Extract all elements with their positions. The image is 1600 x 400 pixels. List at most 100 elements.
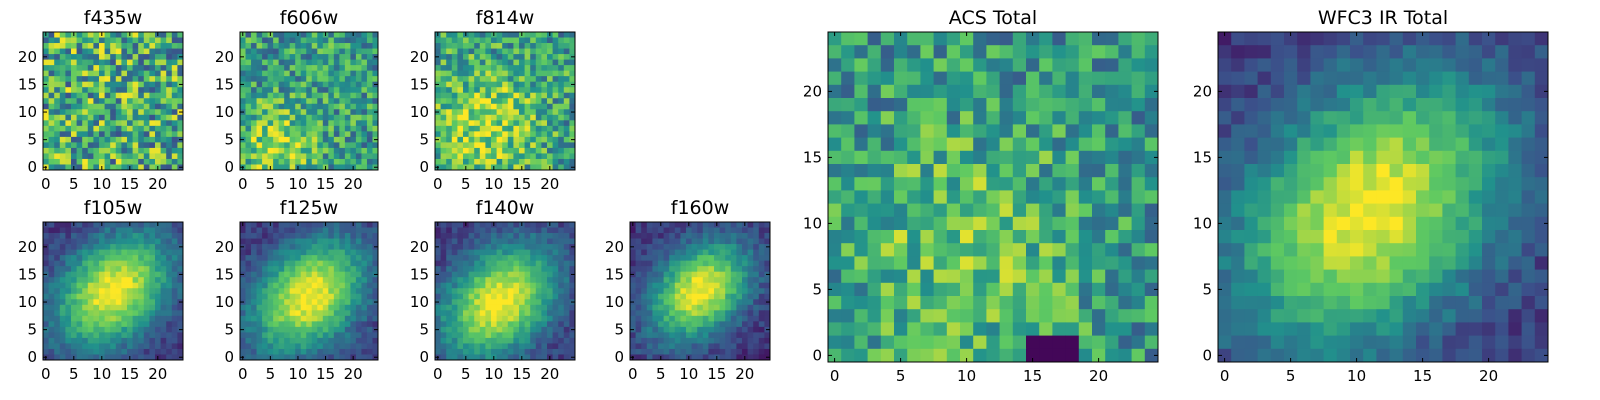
heatmap-cell [289, 260, 296, 267]
heatmap-cell [658, 288, 664, 295]
heatmap-cell [541, 266, 548, 273]
heatmap-cell [54, 54, 61, 60]
heatmap-cell [339, 238, 346, 245]
heatmap-cell [344, 76, 351, 83]
heatmap-cell [435, 92, 441, 99]
heatmap-cell [474, 222, 481, 228]
heatmap-cell [155, 343, 161, 350]
heatmap-cell [697, 244, 704, 250]
heatmap-cell [547, 315, 553, 322]
heatmap-cell [372, 37, 379, 44]
heatmap-cell [317, 54, 324, 60]
heatmap-cell [355, 326, 362, 333]
heatmap-cell [468, 81, 475, 88]
heatmap-cell [306, 92, 313, 99]
heatmap-cell [496, 260, 503, 267]
heatmap-cell [894, 164, 908, 178]
heatmap-cell [160, 288, 167, 295]
heatmap-cell [708, 332, 715, 339]
heatmap-cell [149, 153, 156, 160]
heatmap-cell [435, 233, 441, 239]
heatmap-cell [339, 304, 346, 311]
heatmap-cell [59, 76, 66, 83]
heatmap-cell [719, 277, 726, 284]
heatmap-cell [446, 348, 453, 355]
heatmap-cell [93, 299, 100, 306]
heatmap-cell [907, 111, 921, 125]
heatmap-cell [344, 238, 351, 245]
heatmap-cell [278, 158, 285, 165]
heatmap-cell [328, 32, 335, 38]
heatmap-cell [730, 282, 737, 289]
heatmap-cell [289, 103, 296, 110]
heatmap-cell [463, 158, 469, 165]
heatmap-cell [563, 65, 570, 72]
heatmap-cell [48, 48, 55, 55]
heatmap-cell [149, 304, 156, 311]
heatmap-cell [54, 98, 61, 105]
heatmap-cell [93, 266, 100, 273]
heatmap-cell [48, 103, 55, 110]
heatmap-cell [719, 315, 726, 322]
heatmap-cell [960, 84, 974, 99]
heatmap-cell [652, 249, 659, 256]
heatmap-cell [143, 153, 150, 160]
heatmap-cell [82, 59, 89, 66]
heatmap-cell [485, 32, 492, 38]
heatmap-cell [1039, 150, 1053, 165]
heatmap-cell [155, 260, 161, 267]
heatmap-cell [115, 48, 122, 55]
heatmap-cell [43, 59, 49, 66]
heatmap-cell [104, 147, 111, 154]
heatmap-cell [278, 304, 285, 311]
heatmap-cell [496, 65, 503, 72]
heatmap-cell [507, 147, 514, 154]
heatmap-cell [115, 98, 122, 105]
heatmap-cell [479, 76, 486, 83]
heatmap-cell [339, 164, 346, 171]
heatmap-cell [240, 142, 246, 149]
heatmap-cell [48, 315, 55, 322]
heatmap-cell [273, 153, 280, 160]
heatmap-cell [344, 266, 351, 273]
heatmap-cell [295, 249, 302, 256]
heatmap-cell [333, 81, 340, 88]
heatmap-cell [753, 249, 760, 256]
heatmap-cell [149, 136, 156, 143]
heatmap-cell [177, 343, 184, 350]
heatmap-cell [535, 43, 542, 49]
heatmap-cell [306, 164, 313, 171]
heatmap-cell [160, 348, 167, 355]
heatmap-cell [344, 54, 351, 60]
heatmap-cell [43, 98, 49, 105]
heatmap-cell [300, 153, 307, 160]
heatmap-cell [121, 76, 128, 83]
heatmap-cell [59, 147, 66, 154]
heatmap-cell [535, 76, 542, 83]
heatmap-cell [674, 326, 681, 333]
heatmap-cell [894, 84, 908, 99]
heatmap-cell [317, 153, 324, 160]
heatmap-cell [350, 81, 357, 88]
heatmap-cell [300, 76, 307, 83]
heatmap-cell [663, 304, 670, 311]
heatmap-cell [502, 255, 509, 262]
heatmap-cell [691, 244, 698, 250]
heatmap-cell [714, 310, 720, 317]
heatmap-cell [451, 288, 458, 295]
heatmap-cell [256, 131, 263, 138]
heatmap-cell [524, 87, 531, 94]
heatmap-cell [99, 125, 105, 132]
heatmap-cell [289, 147, 296, 154]
heatmap-cell [468, 304, 475, 311]
heatmap-cell [558, 310, 565, 317]
heatmap-cell [867, 111, 882, 125]
heatmap-cell [372, 92, 379, 99]
heatmap-cell [355, 255, 362, 262]
heatmap-cell [880, 137, 895, 152]
heatmap-cell [1118, 32, 1132, 46]
heatmap-cell [558, 125, 565, 132]
heatmap-cell [1065, 71, 1080, 86]
heatmap-cell [262, 48, 268, 55]
heatmap-cell [867, 216, 882, 231]
